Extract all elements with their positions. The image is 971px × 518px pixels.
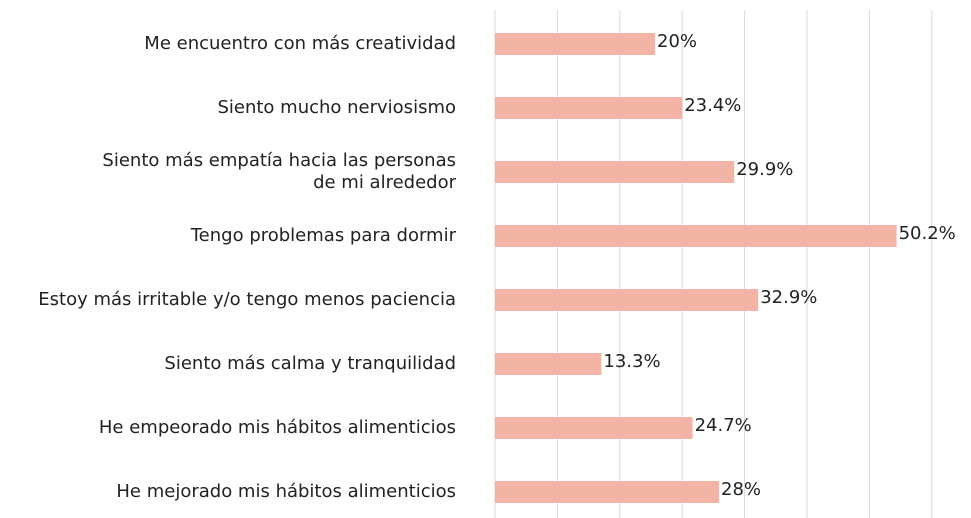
grid xyxy=(494,10,933,518)
value-label: 24.7% xyxy=(695,415,752,436)
category-label: Me encuentro con más creatividad xyxy=(144,33,456,54)
value-label: 28% xyxy=(721,479,761,500)
category-label: Siento más empatía hacia las personas de… xyxy=(102,150,456,193)
bar xyxy=(495,481,719,503)
bar xyxy=(495,97,683,119)
value-label: 23.4% xyxy=(684,95,741,116)
category-label: He mejorado mis hábitos alimenticios xyxy=(116,481,456,502)
bar xyxy=(495,161,735,183)
bar xyxy=(495,33,655,55)
value-label: 20% xyxy=(657,31,697,52)
category-label: Estoy más irritable y/o tengo menos paci… xyxy=(38,289,456,310)
value-label: 29.9% xyxy=(736,159,793,180)
value-label: 32.9% xyxy=(760,287,817,308)
bar xyxy=(495,353,602,375)
category-label: Siento mucho nerviosismo xyxy=(217,97,456,118)
value-label: 13.3% xyxy=(603,351,660,372)
bar xyxy=(495,289,759,311)
category-label: Siento más calma y tranquilidad xyxy=(164,353,456,374)
bar xyxy=(495,417,693,439)
category-label: He empeorado mis hábitos alimenticios xyxy=(98,417,456,438)
bar xyxy=(495,225,897,247)
category-label: Tengo problemas para dormir xyxy=(190,225,456,246)
value-label: 50.2% xyxy=(899,223,956,244)
